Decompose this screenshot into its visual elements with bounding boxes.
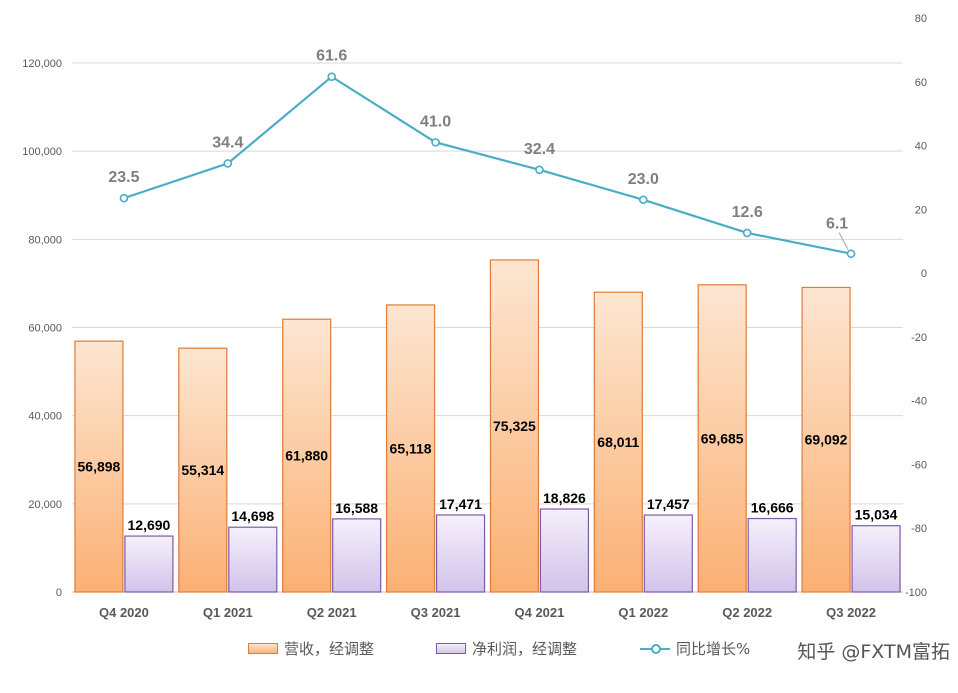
category-label: Q3 2022: [826, 605, 876, 620]
left-axis-tick-label: 120,000: [22, 58, 62, 70]
net-profit-bar: [228, 526, 278, 593]
legend-item-yoy-growth: 同比增长%: [640, 635, 750, 661]
net-profit-bar: [435, 514, 486, 593]
revenue-data-label: 69,092: [805, 432, 848, 448]
legend-swatch-net-profit: [436, 642, 466, 654]
net-profit-bar: [124, 535, 174, 593]
growth-point: [535, 165, 544, 175]
bars: [74, 259, 901, 593]
growth-point: [639, 195, 648, 205]
category-label: Q2 2021: [307, 605, 357, 620]
revenue-bar: [282, 318, 332, 593]
growth-line: [119, 72, 856, 258]
growth-data-label: 61.6: [316, 48, 347, 65]
net-profit-data-label: 14,698: [231, 508, 274, 524]
category-label: Q3 2021: [411, 605, 461, 620]
revenue-data-label: 65,118: [390, 440, 432, 456]
legend-swatch-revenue: [248, 642, 278, 654]
left-axis-tick-label: 60,000: [28, 323, 62, 335]
left-axis-tick-label: 80,000: [28, 234, 62, 246]
revenue-data-label: 68,011: [597, 434, 639, 450]
net-profit-data-label: 12,690: [128, 517, 171, 533]
legend: 营收，经调整 净利润，经调整 同比增长%: [0, 635, 958, 665]
right-axis-tick-label: 20: [915, 204, 927, 216]
net-profit-bar: [643, 514, 693, 593]
left-axis-tick-label: 20,000: [28, 499, 62, 511]
growth-data-label: 6.1: [826, 216, 848, 233]
category-label: Q4 2020: [99, 605, 149, 620]
growth-data-label: 34.4: [212, 134, 243, 151]
growth-point: [223, 159, 233, 168]
growth-point: [119, 193, 129, 203]
revenue-data-label: 55,314: [181, 462, 224, 478]
net-profit-data-label: 18,826: [543, 490, 586, 506]
right-axis-tick-label: -40: [911, 396, 927, 408]
growth-data-label: 32.4: [524, 141, 555, 158]
growth-point: [327, 72, 336, 81]
revenue-data-label: 56,898: [78, 459, 121, 475]
left-axis-tick-label: 0: [56, 587, 62, 599]
legend-swatch-yoy-growth: [640, 643, 670, 654]
right-axis-tick-label: -80: [911, 523, 927, 535]
net-profit-bar: [539, 508, 590, 593]
category-label: Q1 2022: [618, 605, 668, 620]
right-axis-tick-label: 0: [921, 268, 927, 280]
growth-data-label: 41.0: [420, 113, 451, 130]
growth-point: [742, 228, 752, 238]
net-profit-data-label: 17,471: [439, 496, 482, 512]
revenue-bar: [697, 284, 747, 593]
growth-data-label: 23.5: [108, 169, 139, 186]
legend-label-revenue: 营收，经调整: [284, 639, 375, 658]
net-profit-data-label: 15,034: [855, 507, 898, 523]
right-axis-tick-label: 80: [915, 13, 927, 25]
right-axis-tick-label: 60: [915, 77, 927, 89]
revenue-bar: [593, 291, 643, 593]
net-profit-bar: [851, 525, 901, 593]
net-profit-bar: [332, 518, 382, 593]
revenue-data-label: 61,880: [285, 448, 328, 464]
category-label: Q1 2021: [203, 605, 253, 620]
right-axis-tick-label: 40: [915, 141, 927, 153]
net-profit-bar: [747, 517, 797, 593]
category-label: Q4 2021: [515, 605, 565, 620]
revenue-bar: [489, 259, 540, 593]
revenue-bar: [178, 347, 228, 593]
growth-data-label: 12.6: [732, 204, 763, 221]
category-label: Q2 2022: [722, 605, 772, 620]
left-axis-tick-label: 100,000: [22, 146, 62, 158]
revenue-bar: [801, 286, 851, 593]
data-labels: 56,898 12,690 55,314 14,698 61,880 16,588 65,1…: [78, 48, 898, 533]
legend-item-net-profit: 净利润，经调整: [436, 635, 577, 661]
growth-label-leader: [838, 232, 849, 250]
revenue-data-label: 69,685: [701, 430, 744, 446]
net-profit-data-label: 16,588: [335, 500, 378, 516]
watermark: 知乎 @FXTM富拓: [797, 641, 950, 663]
left-axis-tick-label: 40,000: [28, 411, 62, 423]
right-axis-tick-label: -100: [905, 587, 927, 599]
category-labels: Q4 2020 Q1 2021 Q2 2021 Q3 2021 Q4 2021 Q1 20…: [99, 605, 876, 620]
legend-label-net-profit: 净利润，经调整: [472, 639, 578, 658]
growth-point: [846, 249, 856, 258]
left-axis-ticks: 0 20,000 40,000 60,000 80,000 100,000 120,000: [22, 58, 62, 599]
growth-point: [431, 138, 440, 147]
right-axis-tick-label: -60: [911, 459, 927, 471]
revenue-bar: [385, 304, 436, 593]
growth-line-path: [123, 75, 852, 255]
revenue-bar: [74, 340, 124, 593]
right-axis-ticks: -100 -80 -60 -40 -20 0 20 40 60 80: [905, 13, 927, 599]
growth-data-label: 23.0: [628, 171, 659, 188]
revenue-data-label: 75,325: [493, 418, 536, 434]
right-axis-tick-label: -20: [911, 332, 927, 344]
legend-item-revenue: 营收，经调整: [248, 635, 374, 661]
net-profit-data-label: 17,457: [647, 496, 690, 512]
legend-label-yoy-growth: 同比增长%: [676, 639, 751, 658]
net-profit-data-label: 16,666: [751, 500, 794, 516]
